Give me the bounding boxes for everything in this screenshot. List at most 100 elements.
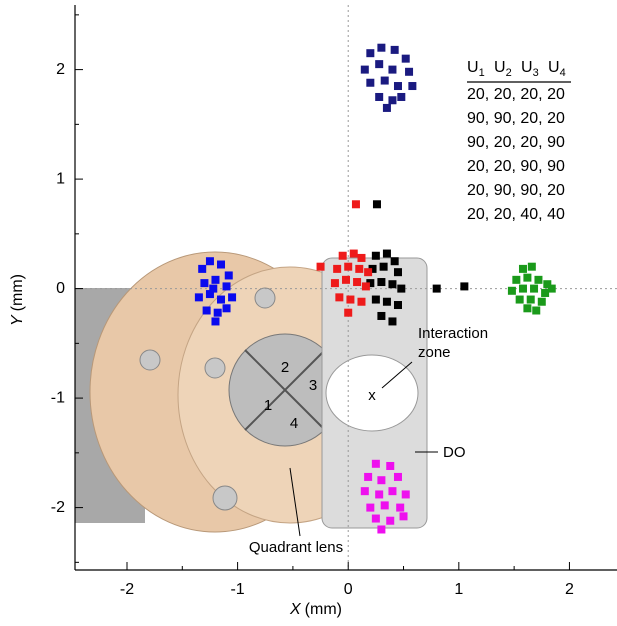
data-point bbox=[433, 285, 441, 293]
legend-header: U3 bbox=[521, 59, 539, 79]
data-point bbox=[388, 487, 396, 495]
data-point bbox=[386, 462, 394, 470]
data-point bbox=[198, 265, 206, 273]
y-tick-label: 0 bbox=[56, 280, 65, 297]
data-point bbox=[523, 274, 531, 282]
segment-label: 3 bbox=[309, 377, 317, 394]
legend-entry: 20, 90, 90, 20 bbox=[467, 182, 565, 199]
legend-header: U1 bbox=[467, 59, 485, 79]
legend-header-symbol: U bbox=[467, 59, 479, 76]
data-point bbox=[405, 68, 413, 76]
y-label-var: Y bbox=[9, 314, 26, 326]
data-point bbox=[388, 280, 396, 288]
x-tick-label: -2 bbox=[120, 581, 134, 598]
data-point bbox=[402, 490, 410, 498]
x-tick-label: -1 bbox=[230, 581, 244, 598]
data-point bbox=[548, 285, 556, 293]
data-point bbox=[203, 306, 211, 314]
illustration: 1 2 3 4 x Interaction zone DO Quadrant l… bbox=[75, 252, 488, 556]
data-point bbox=[339, 252, 347, 260]
data-point bbox=[195, 293, 203, 301]
x-label-var: X bbox=[289, 601, 302, 618]
data-point bbox=[373, 200, 381, 208]
data-point bbox=[211, 276, 219, 284]
legend-header-sub: 2 bbox=[506, 67, 512, 79]
data-point bbox=[377, 476, 385, 484]
data-point bbox=[397, 93, 405, 101]
data-point bbox=[388, 96, 396, 104]
data-point bbox=[377, 278, 385, 286]
data-point bbox=[388, 66, 396, 74]
data-point bbox=[366, 49, 374, 57]
data-point bbox=[508, 287, 516, 295]
data-point bbox=[355, 265, 363, 273]
data-point bbox=[364, 268, 372, 276]
center-mark: x bbox=[368, 387, 376, 404]
data-point bbox=[346, 296, 354, 304]
data-point bbox=[372, 296, 380, 304]
legend-entry: 20, 20, 40, 40 bbox=[467, 206, 565, 223]
data-point bbox=[372, 460, 380, 468]
data-point bbox=[402, 55, 410, 63]
y-axis-label: Y (mm) bbox=[9, 274, 26, 326]
data-point bbox=[530, 285, 538, 293]
data-point bbox=[532, 306, 540, 314]
data-point bbox=[460, 282, 468, 290]
data-point bbox=[217, 296, 225, 304]
data-point bbox=[512, 276, 520, 284]
data-point bbox=[391, 257, 399, 265]
segment-label: 4 bbox=[290, 415, 298, 432]
data-point bbox=[352, 200, 360, 208]
annotation: Interaction bbox=[418, 325, 488, 342]
data-point bbox=[228, 293, 236, 301]
data-point bbox=[335, 293, 343, 301]
data-point bbox=[383, 104, 391, 112]
data-point bbox=[372, 515, 380, 523]
data-point bbox=[394, 268, 402, 276]
data-point bbox=[519, 265, 527, 273]
data-point bbox=[223, 282, 231, 290]
data-point bbox=[342, 276, 350, 284]
y-label-unit: (mm) bbox=[9, 274, 26, 311]
legend-header-symbol: U bbox=[548, 59, 560, 76]
annotation: DO bbox=[443, 444, 466, 461]
data-point bbox=[381, 77, 389, 85]
data-point bbox=[209, 285, 217, 293]
x-axis-label: X(mm) bbox=[289, 601, 342, 618]
data-point bbox=[372, 252, 380, 260]
screw bbox=[205, 358, 225, 378]
data-point bbox=[366, 79, 374, 87]
segment-label: 2 bbox=[281, 359, 289, 376]
data-point bbox=[344, 263, 352, 271]
screw bbox=[140, 350, 160, 370]
legend-header-sub: 4 bbox=[560, 67, 566, 79]
x-tick-label: 1 bbox=[454, 581, 463, 598]
data-point bbox=[381, 501, 389, 509]
y-tick-label: -1 bbox=[51, 389, 65, 406]
data-point bbox=[386, 517, 394, 525]
data-point bbox=[350, 250, 358, 258]
legend-header-sub: 1 bbox=[479, 67, 485, 79]
data-point bbox=[361, 66, 369, 74]
legend-entry: 20, 20, 90, 90 bbox=[467, 158, 565, 175]
data-point bbox=[397, 285, 405, 293]
data-point bbox=[217, 261, 225, 269]
annotation: Quadrant lens bbox=[249, 539, 343, 556]
screw bbox=[255, 288, 275, 308]
data-point bbox=[394, 82, 402, 90]
data-point bbox=[377, 525, 385, 533]
legend-header: U2 bbox=[494, 59, 512, 79]
x-tick-label: 0 bbox=[344, 581, 353, 598]
data-point bbox=[534, 276, 542, 284]
data-point bbox=[206, 257, 214, 265]
data-point bbox=[214, 309, 222, 317]
legend-header: U4 bbox=[548, 59, 566, 79]
data-point bbox=[361, 487, 369, 495]
x-label-unit: (mm) bbox=[305, 601, 342, 618]
y-tick-label: -2 bbox=[51, 499, 65, 516]
y-tick-label: 2 bbox=[56, 61, 65, 78]
legend-entry: 20, 20, 20, 20 bbox=[467, 86, 565, 103]
legend-entry: 90, 90, 20, 20 bbox=[467, 110, 565, 127]
y-tick-label: 1 bbox=[56, 170, 65, 187]
data-point bbox=[353, 278, 361, 286]
